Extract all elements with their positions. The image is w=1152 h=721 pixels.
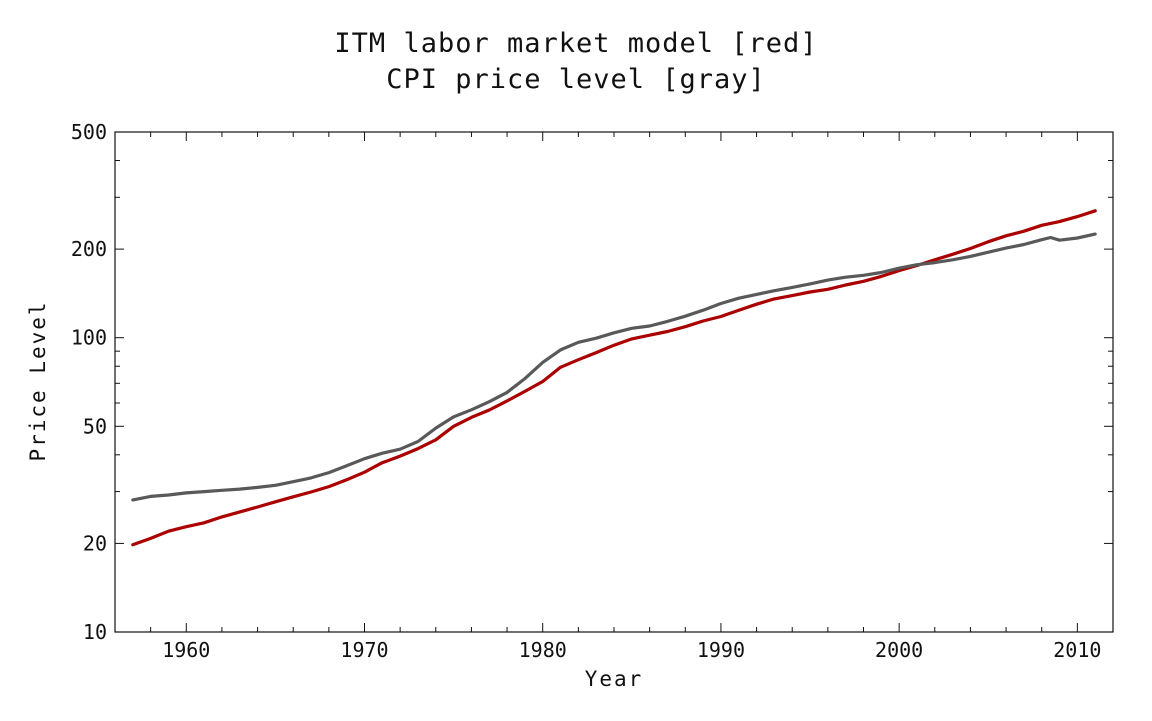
y-tick-label: 50 xyxy=(83,414,107,438)
x-tick-label: 1970 xyxy=(340,638,388,662)
x-tick-label: 2010 xyxy=(1053,638,1101,662)
x-tick-label: 2000 xyxy=(875,638,923,662)
x-tick-label: 1960 xyxy=(162,638,210,662)
x-tick-label: 1990 xyxy=(697,638,745,662)
series-line-red xyxy=(131,209,1097,547)
y-tick-label: 200 xyxy=(71,237,107,261)
y-axis-label: Price Level xyxy=(26,300,50,461)
y-tick-label: 100 xyxy=(71,326,107,350)
series-line-gray xyxy=(131,232,1097,502)
series-layer xyxy=(131,209,1097,547)
plot-frame xyxy=(114,131,1114,633)
y-axis-ticks: 10 20 50 100 200 500 xyxy=(71,120,1113,644)
x-tick-label: 1980 xyxy=(519,638,567,662)
y-tick-label: 500 xyxy=(71,120,107,144)
x-axis-label: Year xyxy=(585,667,644,691)
y-tick-label: 20 xyxy=(83,531,107,555)
x-axis-ticks: 1960 1970 1980 1990 2000 2010 xyxy=(114,132,1114,662)
chart-title-line-1: ITM labor market model [red] xyxy=(334,28,818,59)
y-tick-label: 10 xyxy=(83,620,107,644)
chart-title-line-2: CPI price level [gray] xyxy=(386,64,766,95)
